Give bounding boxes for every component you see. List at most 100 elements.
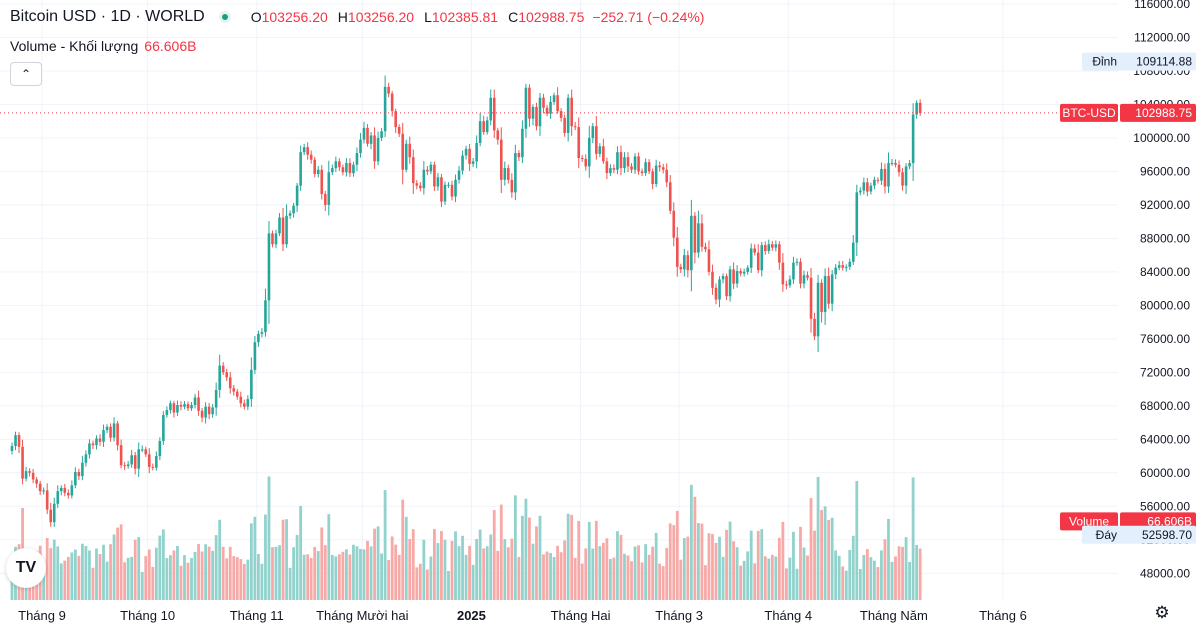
volume-bar	[587, 521, 591, 600]
volume-bar	[66, 556, 70, 600]
volume-bar	[675, 510, 679, 600]
candle-body	[538, 97, 542, 127]
candle-body	[109, 426, 112, 438]
candle-body	[577, 127, 581, 159]
volume-bar	[651, 546, 655, 600]
candle-body	[630, 166, 633, 170]
volume-bar	[894, 556, 897, 600]
candle-body	[331, 168, 334, 173]
candle-body	[605, 161, 609, 174]
candle-body	[788, 279, 792, 286]
volume-bar	[524, 498, 528, 600]
volume-bar	[904, 537, 908, 600]
volume-bar	[214, 535, 218, 600]
volume-bar	[876, 567, 880, 600]
candle-body	[88, 443, 91, 455]
candle-body	[190, 404, 193, 409]
candle-body	[654, 165, 658, 184]
volume-bar	[760, 529, 764, 600]
volume-bar	[102, 544, 105, 600]
candle-body	[496, 130, 500, 140]
candle-body	[911, 114, 915, 164]
candle-body	[778, 244, 781, 263]
volume-bar	[591, 548, 595, 600]
candle-body	[140, 449, 144, 451]
tradingview-logo-icon[interactable]: TV	[6, 548, 46, 588]
volume-bar	[813, 530, 816, 600]
volume-bar	[271, 547, 274, 600]
volume-legend[interactable]: Volume - Khối lượng 66.606B	[10, 38, 196, 54]
price-tag-value: 102988.75	[1135, 106, 1192, 120]
volume-bar	[887, 518, 890, 600]
candle-body	[774, 244, 778, 248]
volume-bar	[169, 555, 172, 600]
volume-bar	[633, 546, 637, 600]
candle-body	[771, 244, 774, 248]
candle-body	[880, 168, 883, 181]
candle-body	[28, 471, 31, 473]
volume-bar	[637, 545, 640, 600]
candle-body	[119, 445, 123, 466]
candle-body	[514, 153, 517, 193]
volume-bar	[609, 558, 612, 600]
candle-body	[489, 97, 493, 121]
volume-bar	[682, 538, 686, 600]
volume-bar	[144, 556, 148, 600]
volume-bar	[429, 556, 433, 600]
volume-bar	[337, 554, 341, 600]
candle-body	[253, 342, 257, 370]
candle-body	[415, 183, 419, 186]
volume-bar	[746, 551, 750, 600]
volume-bar	[73, 549, 77, 600]
volume-bar	[774, 556, 778, 600]
candle-body	[323, 194, 327, 205]
volume-bar	[330, 554, 334, 600]
candle-body	[820, 282, 823, 313]
candle-body	[183, 404, 186, 407]
volume-bar	[228, 546, 232, 600]
volume-bar	[485, 546, 489, 600]
volume-bar	[126, 557, 130, 600]
chevron-up-icon[interactable]: ⌃	[10, 62, 42, 86]
volume-bar	[612, 557, 616, 600]
volume-bar	[176, 546, 179, 600]
candle-body	[510, 179, 514, 193]
symbol-legend: Bitcoin USD · 1D · WORLD O 103256.20 H 103…	[10, 8, 704, 26]
volume-bar	[95, 548, 98, 600]
candle-body	[566, 97, 570, 133]
y-tick-label: 68000.00	[1140, 399, 1190, 413]
candle-body	[232, 388, 236, 392]
candle-body	[806, 275, 809, 278]
candle-body	[612, 168, 616, 170]
candle-body	[679, 266, 683, 270]
candle-body	[855, 192, 859, 243]
candle-body	[306, 147, 309, 155]
candle-body	[443, 184, 447, 202]
y-tick-label: 76000.00	[1140, 332, 1190, 346]
gear-icon[interactable]: ⚙	[1154, 603, 1170, 622]
candle-body	[197, 397, 200, 411]
candle-body	[883, 168, 887, 187]
volume-bar	[257, 554, 260, 600]
candle-body	[211, 407, 214, 415]
market-status-icon[interactable]	[218, 11, 231, 23]
volume-bar	[285, 519, 288, 600]
volume-bar	[278, 545, 281, 600]
candle-body	[70, 485, 74, 496]
volume-bar	[316, 551, 320, 600]
candle-body	[732, 269, 735, 284]
candle-body	[841, 265, 845, 268]
volume-bar	[151, 566, 155, 600]
volume-bar	[535, 526, 538, 600]
candle-body	[492, 97, 496, 131]
candle-body	[137, 449, 141, 469]
candle-body	[890, 163, 894, 165]
volume-bar	[538, 515, 542, 600]
volume-bar	[647, 554, 651, 600]
symbol-title[interactable]: Bitcoin USD · 1D · WORLD	[10, 8, 205, 25]
volume-bar	[799, 526, 802, 600]
volume-bar	[823, 506, 827, 600]
candle-body	[352, 164, 355, 174]
volume-bar	[137, 537, 141, 600]
